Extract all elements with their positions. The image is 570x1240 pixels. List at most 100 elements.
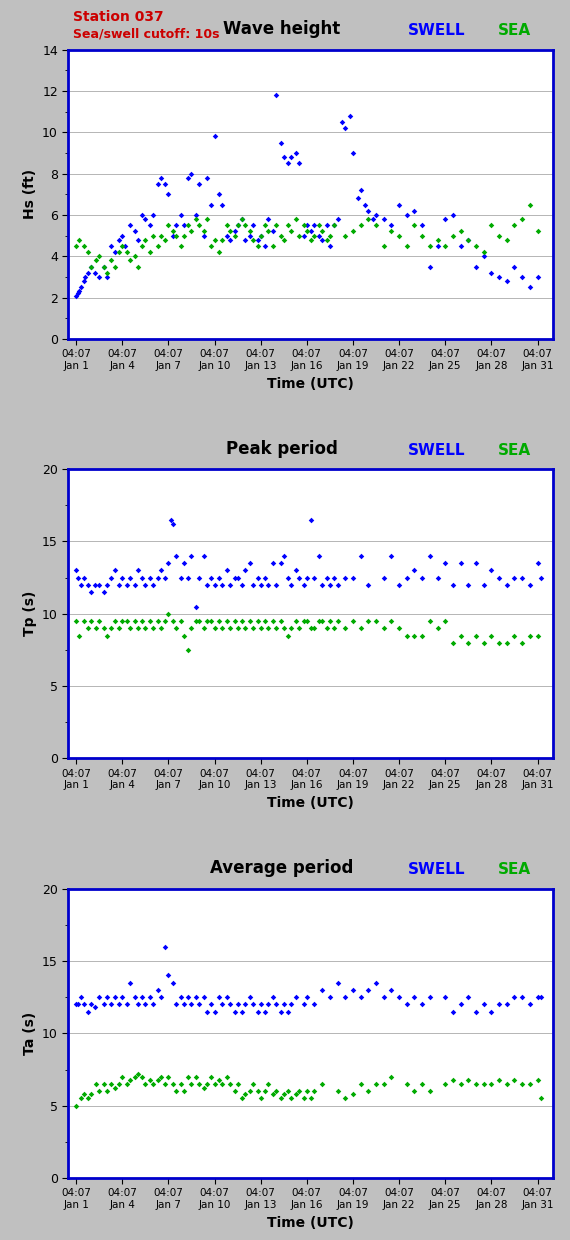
Point	[315, 611, 324, 631]
Point	[95, 267, 104, 286]
Point	[410, 1081, 419, 1101]
Point	[84, 242, 93, 262]
Point	[253, 236, 262, 255]
Point	[187, 1074, 196, 1094]
Point	[379, 619, 388, 639]
Point	[291, 560, 300, 580]
Point	[168, 515, 177, 534]
Point	[176, 987, 185, 1007]
Point	[418, 625, 427, 645]
Point	[471, 1074, 481, 1094]
Point	[172, 994, 181, 1014]
Point	[287, 619, 296, 639]
Point	[214, 568, 223, 588]
Text: Station 037: Station 037	[73, 10, 164, 24]
Point	[418, 1074, 427, 1094]
Point	[222, 987, 231, 1007]
Point	[233, 994, 242, 1014]
Point	[210, 1002, 219, 1022]
Point	[260, 216, 270, 236]
Point	[161, 936, 170, 956]
Point	[533, 267, 542, 286]
Point	[276, 611, 285, 631]
Point	[353, 188, 362, 208]
Point	[133, 1064, 142, 1084]
Point	[125, 568, 135, 588]
Point	[179, 226, 188, 246]
Point	[230, 1081, 239, 1101]
Point	[279, 546, 288, 565]
Point	[518, 210, 527, 229]
Point	[284, 1002, 293, 1022]
Point	[222, 611, 231, 631]
Point	[295, 568, 304, 588]
Point	[387, 980, 396, 999]
Point	[287, 994, 296, 1014]
Point	[299, 1089, 308, 1109]
Point	[295, 619, 304, 639]
Point	[71, 236, 80, 255]
Point	[268, 222, 278, 242]
Point	[141, 619, 150, 639]
Point	[495, 1070, 504, 1090]
Point	[115, 575, 124, 595]
Point	[230, 222, 239, 242]
Point	[410, 201, 419, 221]
Point	[192, 611, 201, 631]
Point	[148, 619, 157, 639]
Point	[333, 210, 342, 229]
Point	[90, 263, 99, 283]
Point	[199, 226, 208, 246]
Point	[222, 216, 231, 236]
Point	[253, 1081, 262, 1101]
Point	[199, 987, 208, 1007]
Point	[230, 568, 239, 588]
Point	[148, 575, 157, 595]
Point	[148, 994, 157, 1014]
Point	[102, 987, 111, 1007]
Point	[107, 1074, 116, 1094]
Point	[379, 210, 388, 229]
Point	[307, 222, 316, 242]
Point	[260, 611, 270, 631]
Point	[184, 640, 193, 660]
Point	[92, 619, 101, 639]
Point	[230, 1002, 239, 1022]
Point	[199, 222, 208, 242]
Point	[81, 267, 90, 286]
Point	[456, 625, 465, 645]
Point	[302, 222, 311, 242]
Point	[260, 1081, 270, 1101]
Point	[387, 1066, 396, 1086]
Point	[302, 1081, 311, 1101]
Point	[341, 987, 350, 1007]
Point	[264, 210, 273, 229]
Point	[184, 1066, 193, 1086]
Point	[245, 553, 254, 573]
Point	[471, 625, 481, 645]
Point	[364, 201, 373, 221]
Point	[299, 226, 308, 246]
Point	[317, 222, 327, 242]
Point	[210, 575, 219, 595]
Point	[471, 1002, 481, 1022]
Point	[214, 1070, 223, 1090]
Point	[410, 560, 419, 580]
Point	[172, 1081, 181, 1101]
Point	[253, 568, 262, 588]
Point	[130, 575, 139, 595]
Point	[187, 164, 196, 184]
Point	[310, 619, 319, 639]
Point	[271, 575, 280, 595]
Point	[176, 236, 185, 255]
Point	[245, 222, 254, 242]
Point	[125, 250, 135, 270]
Point	[102, 263, 111, 283]
Point	[410, 216, 419, 236]
Point	[210, 1074, 219, 1094]
Point	[187, 222, 196, 242]
Point	[141, 575, 150, 595]
Text: SEA: SEA	[498, 24, 531, 38]
Point	[110, 560, 119, 580]
X-axis label: Time (UTC): Time (UTC)	[267, 796, 354, 810]
